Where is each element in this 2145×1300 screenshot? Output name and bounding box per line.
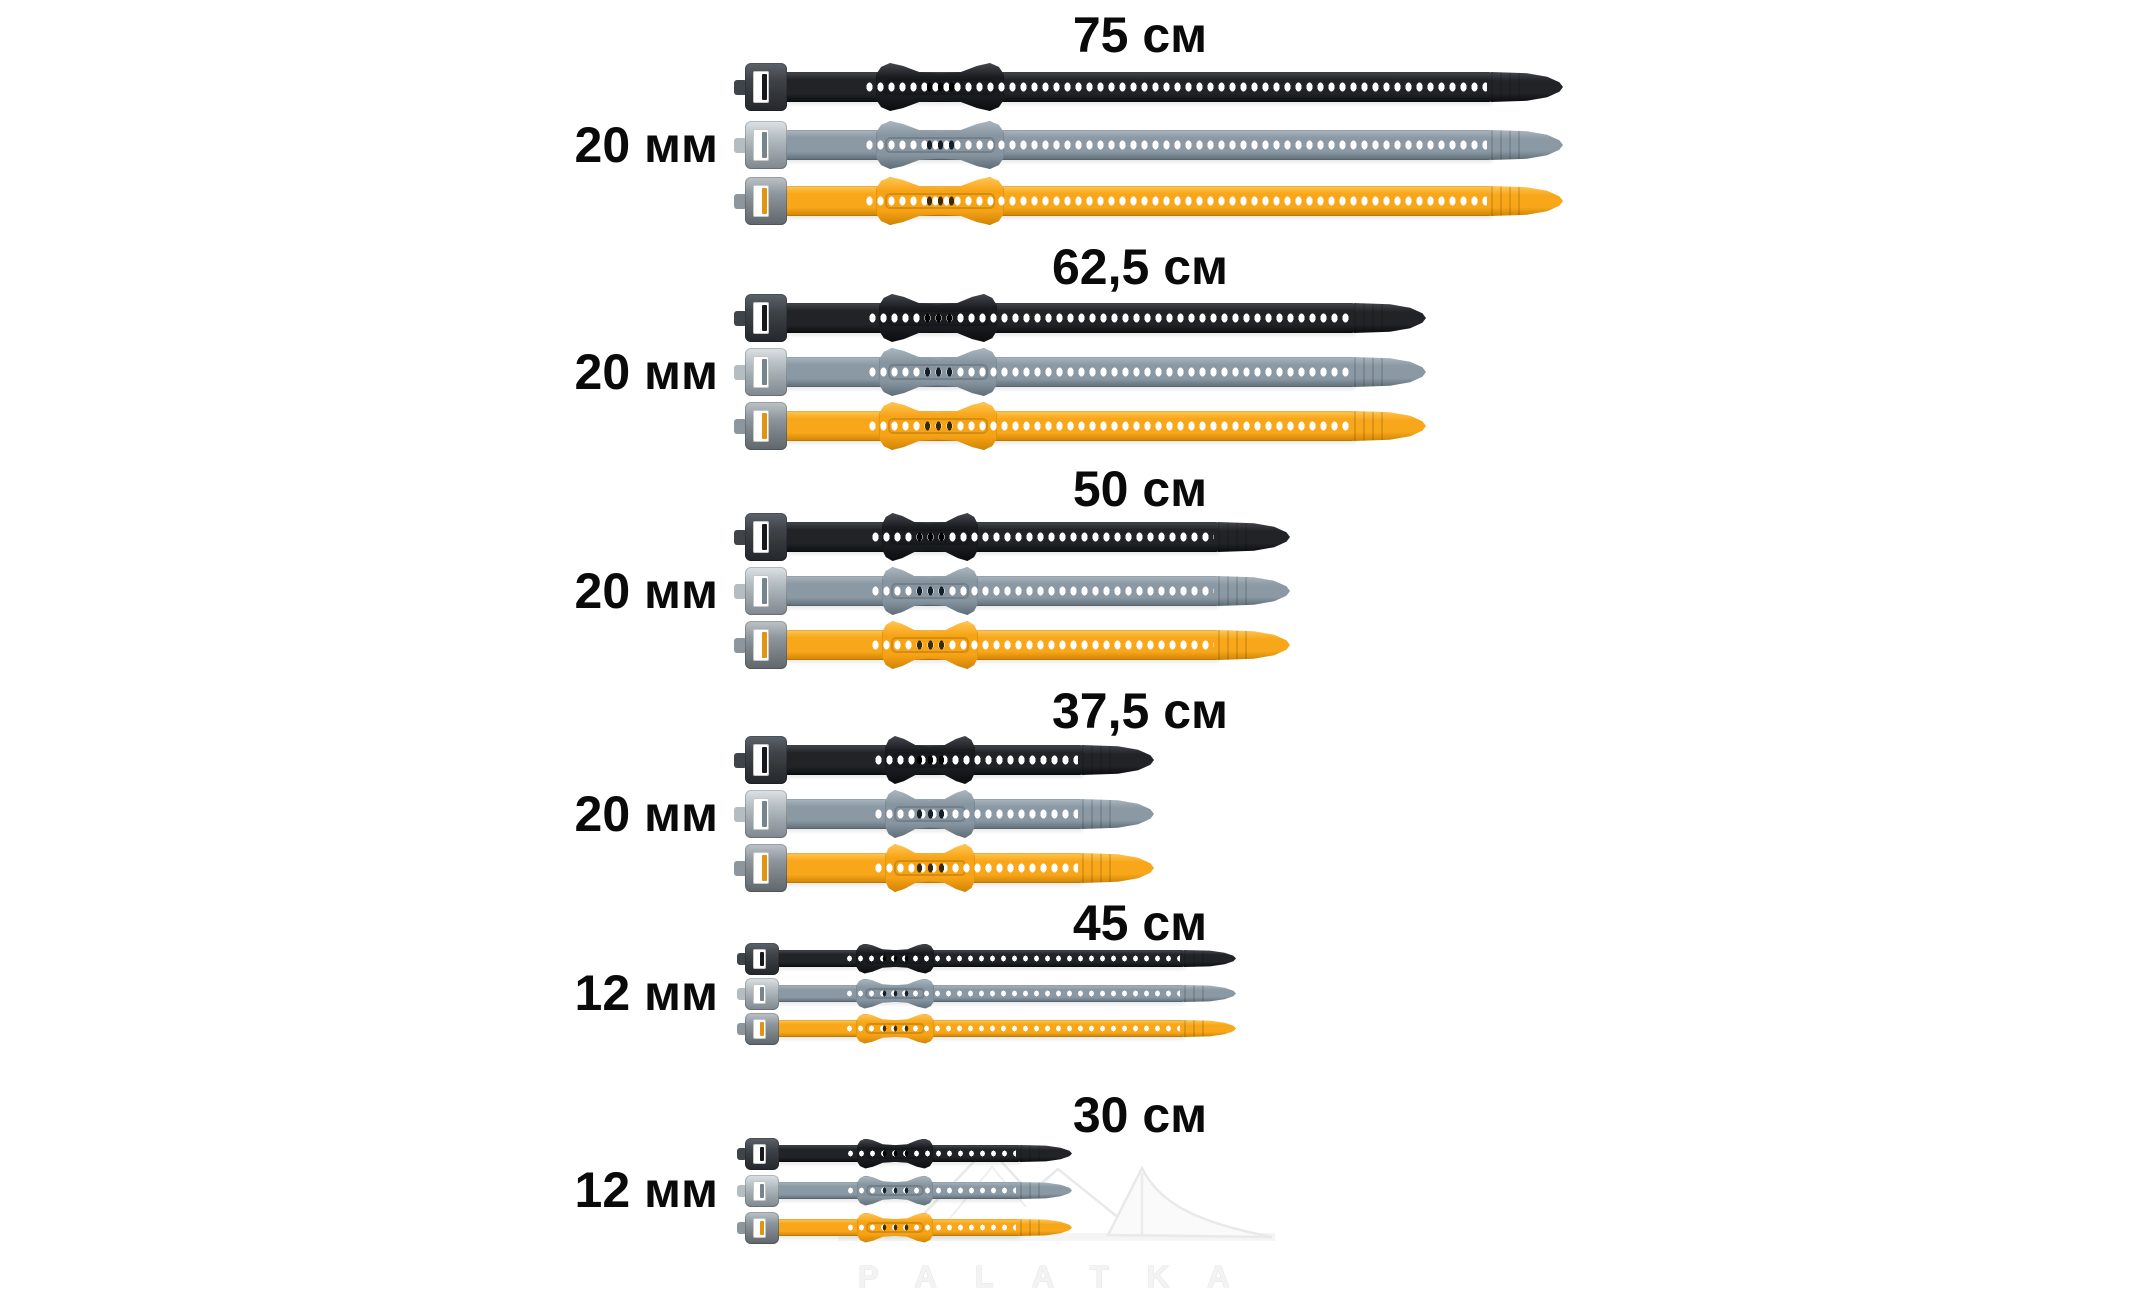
strap-yellow-buckle-nub	[734, 637, 747, 653]
strap-gray-threaded-slots	[921, 357, 955, 387]
strap-yellow-tip	[1184, 1020, 1236, 1037]
strap-yellow-buckle-strap-bar	[762, 855, 767, 881]
strap-yellow-tip	[1020, 1219, 1072, 1236]
strap-yellow-threaded-slots	[921, 411, 955, 441]
strap-yellow-buckle-nub	[734, 860, 747, 876]
length-label: 37,5 см	[1051, 683, 1229, 739]
strap-yellow-holes	[844, 1020, 1180, 1037]
strap-gray-threaded-slots	[913, 576, 947, 606]
strap-yellow-threaded-slots	[913, 853, 947, 883]
strap-gray-buckle-strap-bar	[762, 359, 767, 385]
strap-yellow-threaded-slots	[878, 1219, 912, 1236]
width-label: 20 мм	[574, 344, 718, 400]
strap-black-threaded-slots	[923, 72, 957, 102]
strap-black-buckle-strap-bar	[762, 74, 767, 100]
strap-yellow-buckle-nub	[734, 418, 747, 434]
strap-black-threaded-slots	[878, 1145, 912, 1162]
length-label: 30 см	[1072, 1087, 1208, 1143]
strap-black-buckle-nub	[737, 952, 747, 965]
strap-yellow-buckle-strap-bar	[762, 632, 767, 658]
watermark-tent	[1105, 1165, 1273, 1239]
strap-gray-threaded-slots	[913, 799, 947, 829]
width-label: 12 мм	[574, 1162, 718, 1218]
strap-black-buckle-nub	[734, 752, 747, 768]
strap-gray-holes	[864, 130, 1487, 160]
strap-gray-holes	[873, 799, 1078, 829]
strap-yellow-threaded-slots	[878, 1020, 912, 1037]
width-label: 20 мм	[574, 563, 718, 619]
strap-yellow-threaded-slots	[923, 186, 957, 216]
strap-gray-buckle-nub	[734, 137, 747, 153]
palatka-watermark: PALATKA	[838, 1145, 1275, 1295]
strap-black-threaded-slots	[921, 303, 955, 333]
strap-gray-buckle-nub	[737, 987, 747, 1000]
strap-gray-buckle-nub	[737, 1184, 747, 1197]
strap-gray-buckle-strap-bar	[762, 578, 767, 604]
strap-black-buckle-nub	[734, 529, 747, 545]
strap-gray-buckle-strap-bar	[762, 801, 767, 827]
strap-gray-buckle-nub	[734, 364, 747, 380]
length-label: 75 см	[1072, 7, 1208, 63]
width-label: 20 мм	[574, 117, 718, 173]
strap-gray-buckle-nub	[734, 806, 747, 822]
strap-gray-buckle-nub	[734, 583, 747, 599]
strap-yellow-buckle-strap-bar	[762, 188, 767, 214]
strap-black-buckle-strap-bar	[760, 1146, 764, 1161]
strap-black-threaded-slots	[913, 522, 947, 552]
strap-black-buckle-nub	[734, 310, 747, 326]
strap-yellow-buckle-nub	[737, 1221, 747, 1234]
strap-gray-threaded-slots	[878, 1182, 912, 1199]
watermark-baseline	[838, 1233, 1275, 1241]
length-label: 45 см	[1072, 895, 1208, 951]
strap-black-holes	[844, 950, 1180, 967]
strap-yellow-buckle-strap-bar	[760, 1220, 764, 1235]
length-label: 62,5 см	[1051, 239, 1229, 295]
strap-gray-threaded-slots	[923, 130, 957, 160]
strap-black-holes	[845, 1145, 1016, 1162]
strap-yellow-buckle-strap-bar	[760, 1021, 764, 1036]
watermark-text: PALATKA	[858, 1259, 1268, 1294]
strap-gray-threaded-slots	[878, 985, 912, 1002]
strap-black-buckle-strap-bar	[762, 747, 767, 773]
strap-black-holes	[864, 72, 1487, 102]
strap-gray-buckle-strap-bar	[762, 132, 767, 158]
strap-black-buckle-strap-bar	[760, 951, 764, 966]
strap-black-buckle-strap-bar	[762, 524, 767, 550]
strap-gray-holes	[845, 1182, 1016, 1199]
strap-black-holes	[873, 745, 1078, 775]
strap-yellow-holes	[845, 1219, 1016, 1236]
width-label: 20 мм	[574, 786, 718, 842]
strap-gray-holes	[844, 985, 1180, 1002]
strap-yellow-holes	[873, 853, 1078, 883]
strap-yellow-buckle-nub	[737, 1022, 747, 1035]
strap-black-tip	[1020, 1145, 1072, 1162]
strap-yellow-buckle-nub	[734, 193, 747, 209]
strap-black-threaded-slots	[913, 745, 947, 775]
strap-yellow-buckle-strap-bar	[762, 413, 767, 439]
strap-gray-buckle-strap-bar	[760, 986, 764, 1001]
strap-gray-tip	[1184, 985, 1236, 1002]
strap-black-threaded-slots	[878, 950, 912, 967]
strap-black-buckle-strap-bar	[762, 305, 767, 331]
strap-gray-buckle-strap-bar	[760, 1183, 764, 1198]
width-label: 12 мм	[574, 965, 718, 1021]
strap-black-tip	[1184, 950, 1236, 967]
strap-yellow-threaded-slots	[913, 630, 947, 660]
strap-black-buckle-nub	[737, 1147, 747, 1160]
strap-gray-tip	[1020, 1182, 1072, 1199]
strap-yellow-holes	[864, 186, 1487, 216]
length-label: 50 см	[1072, 461, 1208, 517]
strap-black-buckle-nub	[734, 79, 747, 95]
